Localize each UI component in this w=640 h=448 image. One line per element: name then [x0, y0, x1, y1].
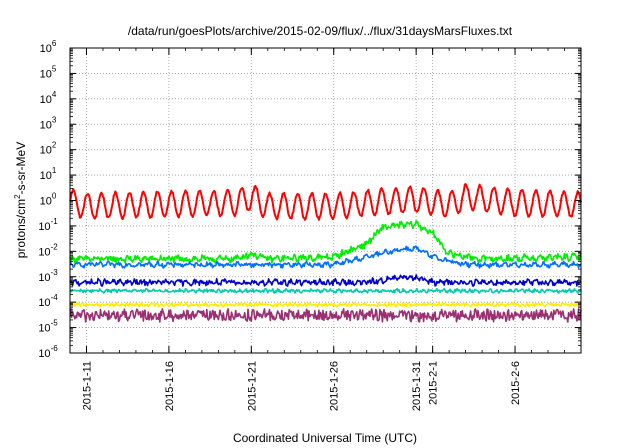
y-tick-exponent: -4: [51, 293, 59, 302]
y-tick-label: 10-5: [38, 319, 58, 335]
x-tick-label: 2015-1-21: [246, 361, 258, 411]
chart-title: /data/run/goesPlots/archive/2015-02-09/f…: [128, 24, 513, 38]
y-tick-base: 10: [38, 246, 50, 258]
y-tick-exponent: 3: [52, 115, 57, 124]
x-axis-label: Coordinated Universal Time (UTC): [233, 431, 417, 445]
y-tick-label: 102: [40, 141, 57, 157]
y-tick-base: 10: [40, 94, 52, 106]
y-tick-base: 10: [38, 323, 50, 335]
grid: [70, 48, 581, 353]
y-tick-label: 105: [40, 64, 57, 80]
y-tick-base: 10: [40, 170, 52, 182]
y-tick-exponent: 2: [52, 141, 57, 150]
series-line: [69, 301, 582, 308]
y-tick-base: 10: [40, 68, 52, 80]
y-tick-label: 103: [40, 115, 57, 131]
y-axis-label: protons/cm2-s-sr-MeV: [13, 142, 28, 258]
y-tick-exponent: -2: [51, 242, 59, 251]
y-tick-base: 10: [38, 348, 50, 360]
series-line: [69, 245, 582, 269]
y-tick-label: 104: [40, 90, 57, 106]
y-tick-label: 100: [40, 192, 57, 208]
y-tick-label: 106: [40, 39, 57, 55]
y-tick-exponent: 6: [52, 39, 57, 48]
y-axis-label-rest: -s-sr-MeV: [14, 142, 28, 195]
y-axis-label-sup: 2: [13, 194, 22, 199]
x-tick-label: 2015-1-26: [329, 361, 341, 411]
x-tick-label: 2015-2-1: [428, 361, 440, 405]
series-line: [69, 274, 582, 287]
series-line: [69, 220, 582, 264]
y-tick-base: 10: [38, 272, 50, 284]
y-tick-label: 10-1: [38, 217, 58, 233]
y-tick-exponent: -6: [51, 344, 59, 353]
y-axis: 10610510410310210110010-110-210-310-410-…: [38, 39, 581, 360]
y-tick-exponent: -1: [51, 217, 59, 226]
y-tick-base: 10: [38, 221, 50, 233]
series-line: [69, 183, 582, 221]
series-line: [69, 308, 582, 323]
y-tick-label: 10-4: [38, 293, 58, 309]
y-tick-exponent: 1: [52, 166, 57, 175]
y-tick-exponent: -5: [51, 319, 59, 328]
y-tick-label: 10-6: [38, 344, 58, 360]
x-tick-label: 2015-1-11: [81, 361, 93, 410]
y-tick-base: 10: [38, 297, 50, 309]
x-axis: 2015-1-11 2015-1-16 2015-1-21 2015-1-26 2015…: [69, 48, 582, 411]
x-tick-label: 2015-2-6: [510, 361, 522, 405]
y-tick-base: 10: [40, 196, 52, 208]
y-tick-label: 101: [40, 166, 57, 182]
y-tick-label: 10-2: [38, 242, 58, 258]
y-tick-exponent: 5: [52, 64, 57, 73]
series-group: [69, 183, 582, 323]
y-tick-exponent: -3: [51, 268, 59, 277]
y-tick-label: 10-3: [38, 268, 58, 284]
x-tick-label: 2015-1-16: [164, 361, 176, 411]
series-line: [69, 287, 582, 294]
y-tick-base: 10: [40, 119, 52, 131]
x-tick-label: 2015-1-31: [411, 361, 423, 411]
y-axis-label-base: protons/cm: [14, 199, 28, 258]
y-tick-base: 10: [40, 145, 52, 157]
y-tick-base: 10: [40, 43, 52, 55]
y-tick-exponent: 4: [52, 90, 57, 99]
y-tick-exponent: 0: [52, 192, 57, 201]
